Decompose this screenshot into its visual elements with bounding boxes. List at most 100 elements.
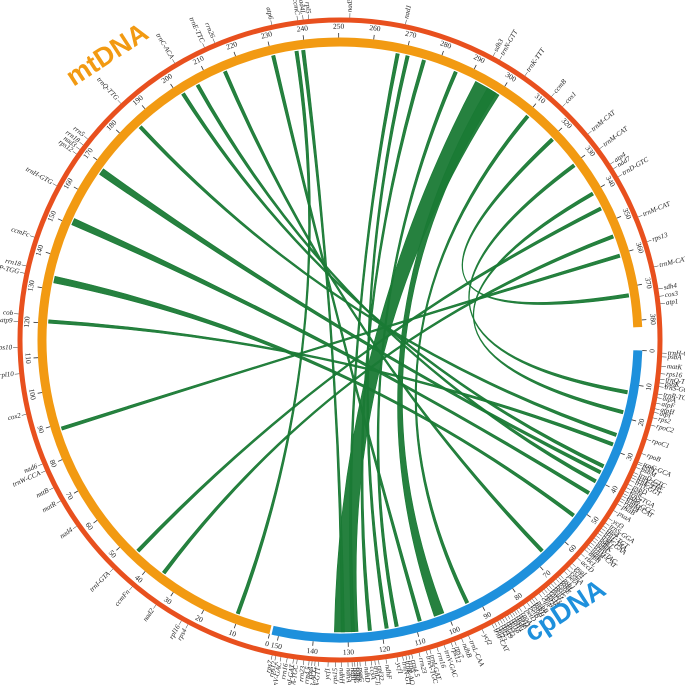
tick-label: 370 [643,277,654,290]
gene-label: ycf1 [323,668,331,681]
tick-mark [532,103,537,108]
tick-label: 110 [414,636,427,648]
gene-label: atpI [659,409,672,419]
gene-label: cox2 [7,411,22,422]
tick-label: 70 [541,568,553,580]
link [468,163,628,395]
gene-leader [548,585,553,590]
gene-label: ccmB [552,77,569,95]
gene-leader [523,605,527,610]
gene-leader [551,583,555,588]
gene-leader [577,557,582,562]
gene-label: ycf1 [394,661,404,675]
gene-leader [468,635,471,640]
gene-leader [303,660,305,665]
gene-leader [617,503,622,507]
tick-label: 250 [333,22,345,31]
gene-label: trnL-TAG [372,666,383,685]
tick-label: 10 [227,628,237,639]
gene-label: rpoC2 [655,422,675,435]
gene-leader [624,490,630,494]
tick-mark [382,639,385,644]
tick-mark [73,490,79,494]
gene-label: trnN-GTT [312,666,322,685]
gene-leader [626,487,631,491]
gene-leader [632,475,637,478]
gene-leader [492,52,496,57]
gene-leader [630,480,635,483]
gene-label: mttB [35,486,51,500]
tick-label: 30 [624,451,635,462]
tick-label: 40 [608,484,620,495]
tick-label: 380 [648,313,658,325]
tick-mark [93,520,98,524]
tick-label: 70 [64,490,76,501]
gene-label: rrn5 [406,660,417,674]
link [397,87,497,617]
tick-label: 90 [482,609,493,621]
gene-leader [270,20,272,25]
outer-ring [17,17,663,663]
gene-leader [596,535,601,539]
gene-label: rpl5 [303,2,312,15]
tick-mark [638,385,644,387]
gene-leader [590,542,595,546]
gene-label: cox3 [664,289,679,299]
tick-mark [73,186,78,190]
gene-leader [651,424,656,427]
gene-leader [302,15,304,20]
gene-leader [436,647,439,652]
tick-mark [605,484,610,488]
gene-leader [418,652,421,658]
gene-leader [538,593,543,598]
gene-leader [586,547,591,551]
gene-leader [443,645,446,650]
gene-leader [21,414,27,416]
tick-mark [57,218,63,221]
gene-label: rps13 [651,231,669,244]
gene-leader [660,378,665,381]
tick-mark [201,609,204,615]
gene-leader [396,657,399,662]
tick-mark [558,127,563,132]
gene-label: rps12 [267,660,278,678]
gene-label: sdh4 [663,282,678,292]
gene-leader [603,525,608,529]
tick-mark [373,34,375,40]
gene-label: atpA [662,394,677,404]
tick-label: 360 [634,241,646,255]
tick-mark [57,459,63,462]
gene-label: nad1 [402,4,413,19]
link [223,70,544,553]
tick-label: 110 [24,352,34,364]
tick-mark [631,419,637,422]
gene-leader [534,596,538,601]
tick-mark [450,621,453,626]
gene-leader [516,609,520,614]
gene-leader [529,600,534,605]
gene-label: rrn16 [279,662,290,680]
gene-leader [514,610,518,615]
gene-leader [657,393,663,396]
link [99,168,602,475]
link [461,137,630,305]
tick-label: 0 [647,349,656,353]
gene-leader [49,487,54,491]
gene-leader [613,510,618,514]
link [136,206,602,553]
tick-mark [473,64,477,70]
tick-mark [233,623,237,629]
genome-ring [37,37,643,635]
gene-label: rrn23 [297,665,307,682]
gene-label: ccmC [291,0,301,16]
gene-leader [610,161,615,165]
gene-leader [510,613,513,618]
gene-leader [21,264,27,267]
tick-label: 100 [27,388,38,401]
tick-label: 30 [162,595,173,607]
gene-leader [378,660,380,665]
gene-leader [202,43,205,48]
gene-label: trnV-GAC [270,661,283,685]
gene-label: nad5 [346,0,354,12]
